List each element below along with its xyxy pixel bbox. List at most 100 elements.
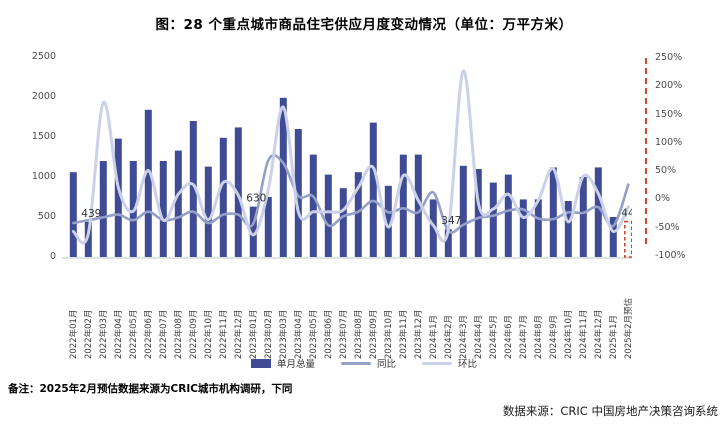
right-axis-tick: -50%: [655, 221, 680, 233]
bar-2024年6月: [504, 174, 512, 257]
mom-line-swatch-icon: [422, 361, 452, 365]
bar-2024年5月: [489, 182, 497, 257]
bar-2024年12月: [594, 167, 602, 257]
bar-2022年11月: [219, 137, 227, 257]
bar-2022年04月: [114, 138, 122, 257]
bar-2024年10月: [564, 201, 572, 257]
bar-2024年9月: [549, 167, 557, 257]
x-axis-label: 2022年08月: [173, 309, 184, 359]
legend-item-yoy: 同比: [340, 356, 396, 370]
bar-2024年11月: [579, 177, 587, 257]
x-axis-label: 2023年11月: [398, 309, 409, 359]
x-axis-label: 2023年02月: [263, 309, 274, 359]
bar-2023年05月: [309, 154, 317, 257]
bar-2022年08月: [174, 150, 182, 257]
data-label-630: 630: [246, 193, 266, 205]
x-axis-label: 2023年06月: [323, 309, 334, 359]
bar-2022年09月: [189, 121, 197, 257]
x-axis-label: 2023年08月: [353, 309, 364, 359]
x-axis-label: 2023年05月: [308, 309, 319, 359]
bar-2023年04月: [294, 129, 302, 257]
data-source: 数据来源：CRIC 中国房地产决策咨询系统: [502, 404, 718, 418]
mom-line: [71, 69, 630, 245]
bar-2024年1月: [429, 199, 437, 257]
bar-2022年03月: [99, 161, 107, 257]
x-axis-label: 2022年01月: [68, 309, 79, 359]
bar-2024年4月: [474, 169, 482, 257]
x-axis-label: 2024年1月: [428, 314, 439, 359]
x-axis-label: 2023年03月: [278, 309, 289, 359]
bar-2023年02月: [264, 197, 272, 257]
bar-2022年01月: [69, 172, 77, 257]
right-axis-tick: 200%: [655, 80, 683, 92]
x-axis-label: 2024年12月: [593, 309, 604, 359]
x-axis-label: 2022年09月: [188, 309, 199, 359]
x-axis-label: 2024年11月: [578, 309, 589, 359]
x-axis-label: 2023年01月: [248, 309, 259, 359]
bar-swatch-icon: [250, 358, 271, 368]
bar-2022年06月: [144, 109, 152, 257]
footnote: 备注：2025年2月预估数据来源为CRIC城市机构调研，下同: [8, 383, 293, 395]
x-axis-label: 2025年1月: [608, 314, 619, 359]
bar-2023年06月: [324, 174, 332, 257]
x-axis-label: 2022年06月: [143, 309, 154, 359]
x-axis-label: 2023年09月: [368, 309, 379, 359]
x-axis-label: 2024年5月: [488, 314, 499, 359]
left-axis-tick: 2500: [31, 51, 56, 62]
bar-2023年09月: [369, 122, 377, 257]
legend-item-monthly-total: 单月总量: [250, 356, 315, 370]
bar-2024年7月: [519, 199, 527, 257]
plot-area: 439 630 347 443: [62, 69, 632, 259]
legend: 单月总量 同比 环比: [0, 356, 728, 370]
data-label-443: 443: [621, 208, 632, 220]
legend-label: 同比: [376, 359, 396, 370]
x-axis-label: 2024年2月: [443, 314, 454, 359]
x-axis-label: 2023年04月: [293, 309, 304, 359]
bar-2023年01月: [249, 206, 257, 257]
x-axis-label: 2024年3月: [458, 314, 469, 359]
x-axis-label: 2024年9月: [548, 314, 559, 359]
right-axis-tick: 0%: [655, 193, 671, 205]
forecast-divider-line: [645, 58, 647, 244]
x-axis-label: 2024年7月: [518, 314, 529, 359]
x-axis-label: 2022年07月: [158, 309, 169, 359]
legend-label: 环比: [458, 359, 478, 370]
data-label-347: 347: [441, 215, 461, 227]
right-axis-tick: 250%: [655, 52, 683, 63]
yoy-line-swatch-icon: [340, 361, 371, 365]
bar-2024年3月: [459, 165, 467, 257]
x-axis-label: 2022年12月: [233, 309, 244, 359]
bar-2023年11月: [399, 154, 407, 257]
bar-2024年2月: [444, 229, 452, 257]
x-axis-label: 2023年12月: [413, 309, 424, 359]
x-axis-label: 2024年4月: [473, 314, 484, 359]
legend-label: 单月总量: [276, 359, 315, 370]
data-label-439: 439: [81, 208, 101, 220]
left-axis-tick: 1500: [31, 131, 56, 142]
x-axis-label: 2022年02月: [83, 309, 94, 359]
x-axis-label: 2023年07月: [338, 309, 349, 359]
bar-2024年8月: [534, 199, 542, 257]
left-axis-tick: 500: [37, 211, 56, 222]
bar-2022年07月: [159, 161, 167, 257]
left-axis-tick: 0: [49, 251, 56, 262]
bar-2023年07月: [339, 188, 347, 257]
right-axis-tick: 100%: [655, 136, 683, 148]
x-axis-label: 2024年10月: [563, 309, 574, 359]
right-axis-tick: -100%: [655, 250, 686, 261]
x-axis-label: 2022年05月: [128, 309, 139, 359]
chart-title: 图：28 个重点城市商品住宅供应月度变动情况（单位：万平方米）: [155, 17, 573, 33]
bar-2023年12月: [414, 154, 422, 257]
x-axis-label: 2025年2月预估: [623, 297, 634, 359]
bar-2022年12月: [234, 127, 242, 258]
bar-2025年2月预估: [623, 220, 632, 258]
bar-2022年10月: [204, 166, 212, 257]
legend-item-mom: 环比: [422, 356, 477, 370]
bar-2023年08月: [354, 172, 362, 257]
x-axis-label: 2022年11月: [218, 309, 229, 359]
left-axis-tick: 2000: [31, 91, 56, 102]
bar-2023年03月: [279, 97, 287, 257]
left-axis-tick: 1000: [31, 171, 56, 182]
bar-2022年02月: [84, 221, 92, 257]
